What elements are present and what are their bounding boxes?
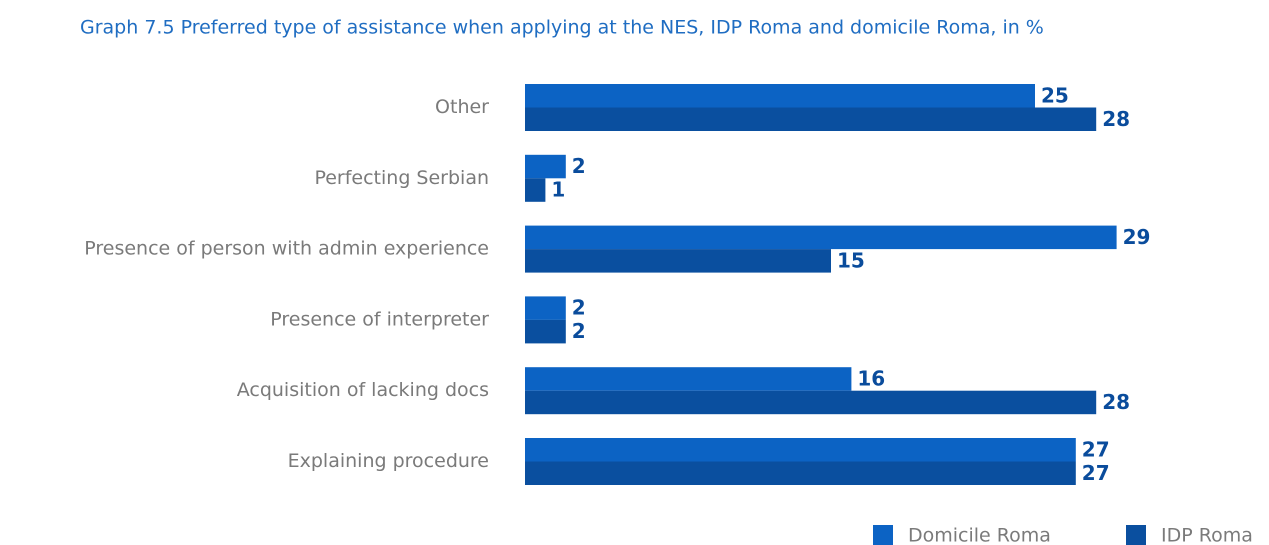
legend-label: IDP Roma <box>1161 525 1253 545</box>
category-label: Presence of person with admin experience <box>84 238 489 260</box>
value-label: 28 <box>1102 390 1130 414</box>
legend-swatch <box>1126 525 1146 545</box>
value-label: 16 <box>857 366 885 390</box>
bar <box>525 367 852 391</box>
bar <box>525 296 566 320</box>
category-label: Acquisition of lacking docs <box>237 379 489 401</box>
bar <box>525 249 831 273</box>
bar <box>525 84 1035 108</box>
value-label: 25 <box>1041 83 1069 107</box>
bar <box>525 107 1097 131</box>
bar <box>525 390 1097 415</box>
legend-swatch <box>873 525 893 545</box>
bar <box>525 178 546 202</box>
value-label: 28 <box>1102 107 1130 131</box>
value-label: 27 <box>1082 437 1110 461</box>
value-label: 2 <box>572 296 586 320</box>
category-label: Other <box>435 96 489 118</box>
bar <box>525 438 1076 462</box>
chart-title: Graph 7.5 Preferred type of assistance w… <box>80 17 1044 39</box>
category-label: Perfecting Serbian <box>314 167 489 189</box>
value-label: 2 <box>572 319 586 343</box>
bar <box>525 225 1117 250</box>
bar <box>525 319 566 344</box>
value-label: 29 <box>1123 225 1151 249</box>
value-label: 27 <box>1082 461 1110 485</box>
value-label: 1 <box>551 178 565 202</box>
value-label: 2 <box>572 154 586 178</box>
bar <box>525 154 566 179</box>
legend-label: Domicile Roma <box>908 525 1051 545</box>
category-label: Presence of interpreter <box>270 308 489 330</box>
category-label: Explaining procedure <box>288 450 489 472</box>
value-label: 15 <box>837 248 865 272</box>
bar <box>525 461 1076 485</box>
